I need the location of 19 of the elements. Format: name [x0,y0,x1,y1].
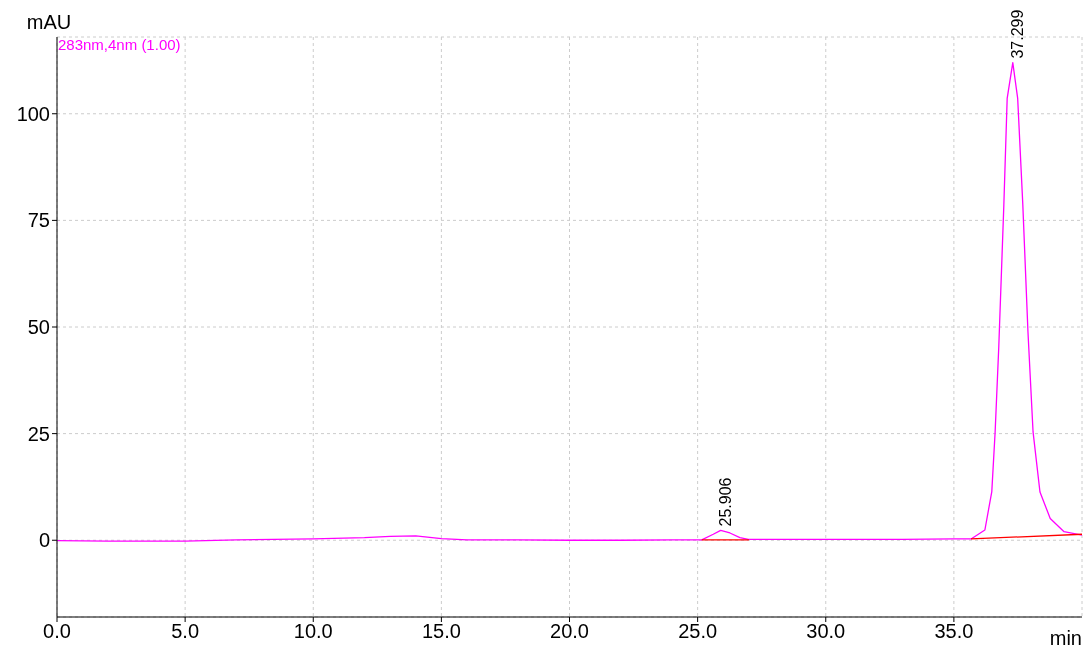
x-tick-label: 20.0 [550,620,589,643]
y-tick-label: 25 [27,422,50,445]
annotation: 25.906 [716,477,734,527]
x-tick-label: 15.0 [421,620,461,643]
y-axis-title: mAU [26,11,72,33]
x-tick-label: 5.0 [171,620,200,643]
y-tick-label: 50 [27,316,50,339]
y-tick-label: 0 [38,529,50,552]
text: 283nm,4nm (1.00) [58,36,181,53]
y-tick-label: 75 [27,209,50,232]
line-series [57,61,1082,542]
y-tick-label: 100 [16,102,50,125]
annotation: 37.299 [1008,9,1026,59]
x-tick-label: 35.0 [934,620,974,643]
x-tick-label: 10.0 [293,620,333,643]
x-axis-title: min [1049,627,1082,649]
x-tick-label: 30.0 [806,620,846,643]
x-tick-label: 0.0 [43,620,71,643]
x-tick-label: 25.0 [678,620,718,643]
